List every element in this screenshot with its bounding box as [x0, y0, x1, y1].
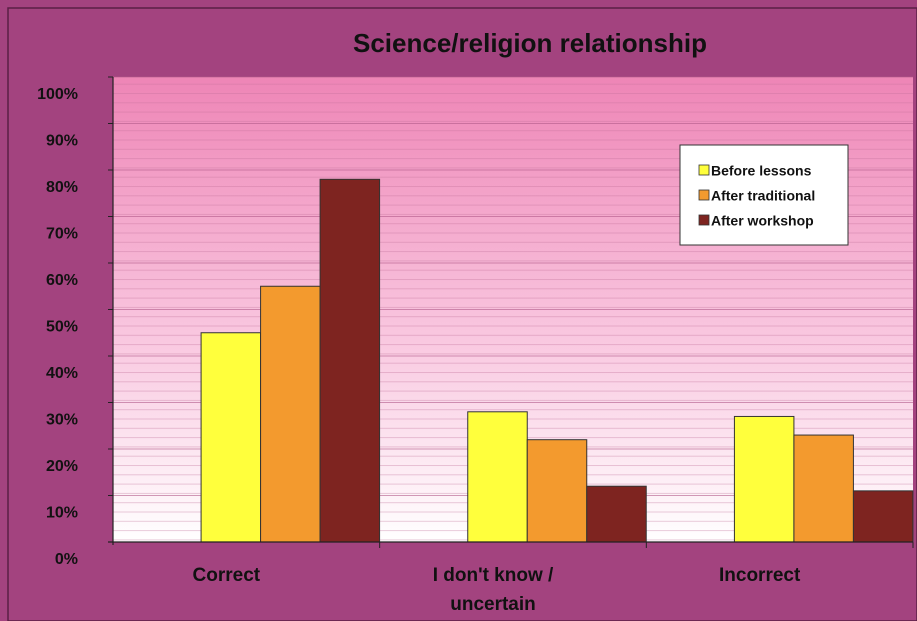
legend-label: After workshop — [711, 213, 814, 229]
bar — [852, 490, 914, 543]
y-tick-label: 40% — [46, 365, 78, 382]
x-tick-label: I don't know / uncertain — [433, 565, 554, 615]
bar — [733, 415, 795, 543]
legend-label: Before lessons — [711, 163, 812, 179]
legend-swatch — [698, 164, 710, 176]
y-tick-label: 100% — [37, 86, 78, 103]
y-tick-label: 70% — [46, 226, 78, 243]
bar — [586, 485, 647, 543]
x-tick-label: Incorrect — [719, 565, 801, 586]
y-tick-label: 60% — [46, 272, 78, 289]
y-tick-label: 30% — [46, 412, 78, 429]
bar — [793, 434, 854, 543]
chart-title: Science/religion relationship — [353, 28, 707, 58]
frame — [7, 7, 917, 621]
y-tick-label: 90% — [46, 133, 78, 150]
legend-swatch — [698, 214, 710, 226]
bar — [526, 439, 588, 543]
y-tick-label: 20% — [46, 458, 78, 475]
x-tick-label: Correct — [193, 565, 261, 586]
y-tick-label: 0% — [55, 551, 78, 568]
bar — [467, 411, 528, 543]
bar — [200, 332, 262, 543]
bar — [319, 178, 381, 543]
y-tick-label: 10% — [46, 505, 78, 522]
legend-swatch — [698, 189, 710, 201]
y-tick-label: 50% — [46, 319, 78, 336]
y-tick-label: 80% — [46, 179, 78, 196]
bar — [260, 285, 321, 543]
legend-label: After traditional — [711, 188, 815, 204]
